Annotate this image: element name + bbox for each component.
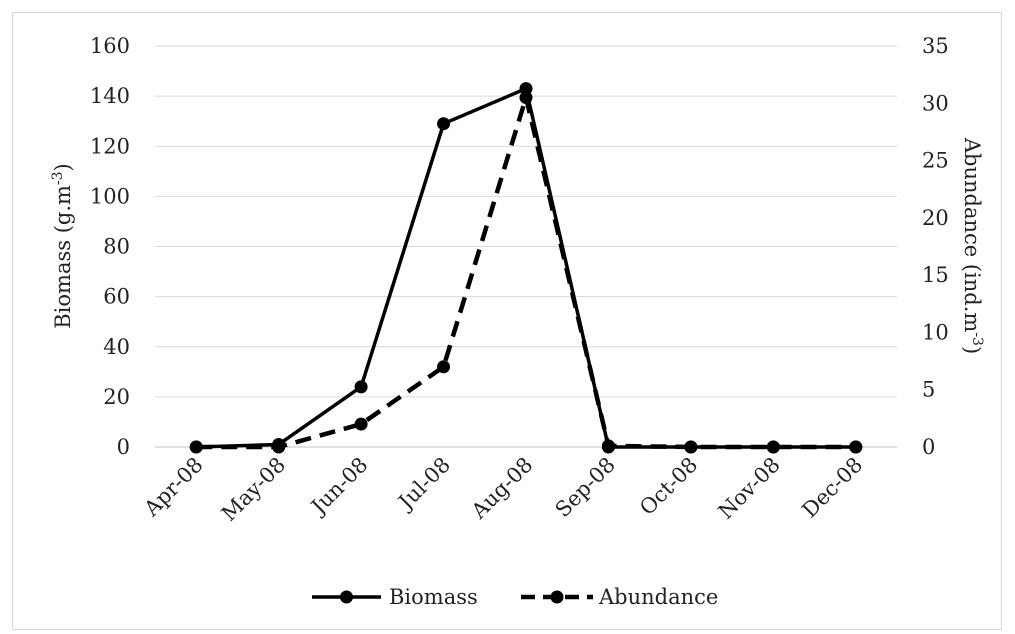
left-tick-label: 20 (103, 385, 130, 409)
data-point-abundance (189, 440, 203, 454)
data-point-biomass (519, 82, 533, 96)
data-point-abundance (437, 360, 451, 374)
x-tick-label: Jun-08 (305, 453, 372, 520)
right-tick-label: 0 (922, 435, 935, 459)
left-tick-label: 0 (117, 435, 130, 459)
left-tick-label: 100 (90, 184, 130, 208)
left-tick-label: 40 (103, 335, 130, 359)
left-tick-label: 80 (103, 235, 130, 259)
legend: Biomass Abundance (312, 585, 718, 609)
left-tick-label: 160 (90, 34, 130, 58)
x-axis-ticks: Apr-08 May-08 Jun-08 Jul-08 Aug-08 Sep-08 Oct-… (139, 453, 867, 526)
legend-marker-biomass (340, 590, 353, 604)
data-point-abundance (684, 440, 698, 454)
x-tick-label: Dec-08 (797, 453, 867, 523)
legend-label-abundance: Abundance (598, 585, 718, 609)
data-point-abundance (766, 440, 780, 454)
series-group (189, 82, 863, 454)
data-point-biomass (437, 117, 451, 131)
right-tick-label: 10 (922, 320, 949, 344)
x-tick-label: Sep-08 (551, 453, 620, 522)
right-tick-label: 5 (922, 378, 935, 402)
x-tick-label: May-08 (217, 453, 290, 526)
data-point-biomass (354, 380, 368, 394)
right-axis-title: Abundance (ind.m-3) (960, 137, 985, 354)
data-point-abundance (519, 91, 533, 105)
right-tick-label: 20 (922, 206, 949, 230)
data-point-abundance (601, 439, 615, 453)
x-tick-label: Nov-08 (714, 453, 785, 524)
series-line-biomass (196, 86, 856, 449)
right-tick-label: 25 (922, 149, 949, 173)
legend-marker-abundance (550, 590, 564, 604)
data-point-abundance (272, 440, 286, 454)
x-tick-label: Apr-08 (139, 453, 208, 522)
left-tick-label: 60 (103, 285, 130, 309)
right-tick-label: 35 (922, 34, 949, 58)
right-tick-label: 30 (922, 91, 949, 115)
series-line-abundance (196, 95, 856, 450)
data-point-abundance (849, 440, 863, 454)
chart-frame (12, 12, 1002, 630)
left-axis-title: Biomass (g.m-3) (50, 163, 75, 329)
x-tick-label: Aug-08 (466, 453, 537, 524)
left-tick-label: 140 (90, 84, 130, 108)
data-point-abundance (354, 417, 368, 431)
right-tick-label: 15 (922, 263, 949, 287)
right-axis-ticks: 0 5 10 15 20 25 30 35 (922, 34, 949, 459)
left-tick-label: 120 (90, 134, 130, 158)
x-tick-label: Jul-08 (393, 453, 456, 516)
left-axis-ticks: 0 20 40 60 80 100 120 140 160 (90, 34, 130, 459)
legend-label-biomass: Biomass (389, 585, 478, 609)
x-tick-label: Oct-08 (635, 453, 702, 520)
